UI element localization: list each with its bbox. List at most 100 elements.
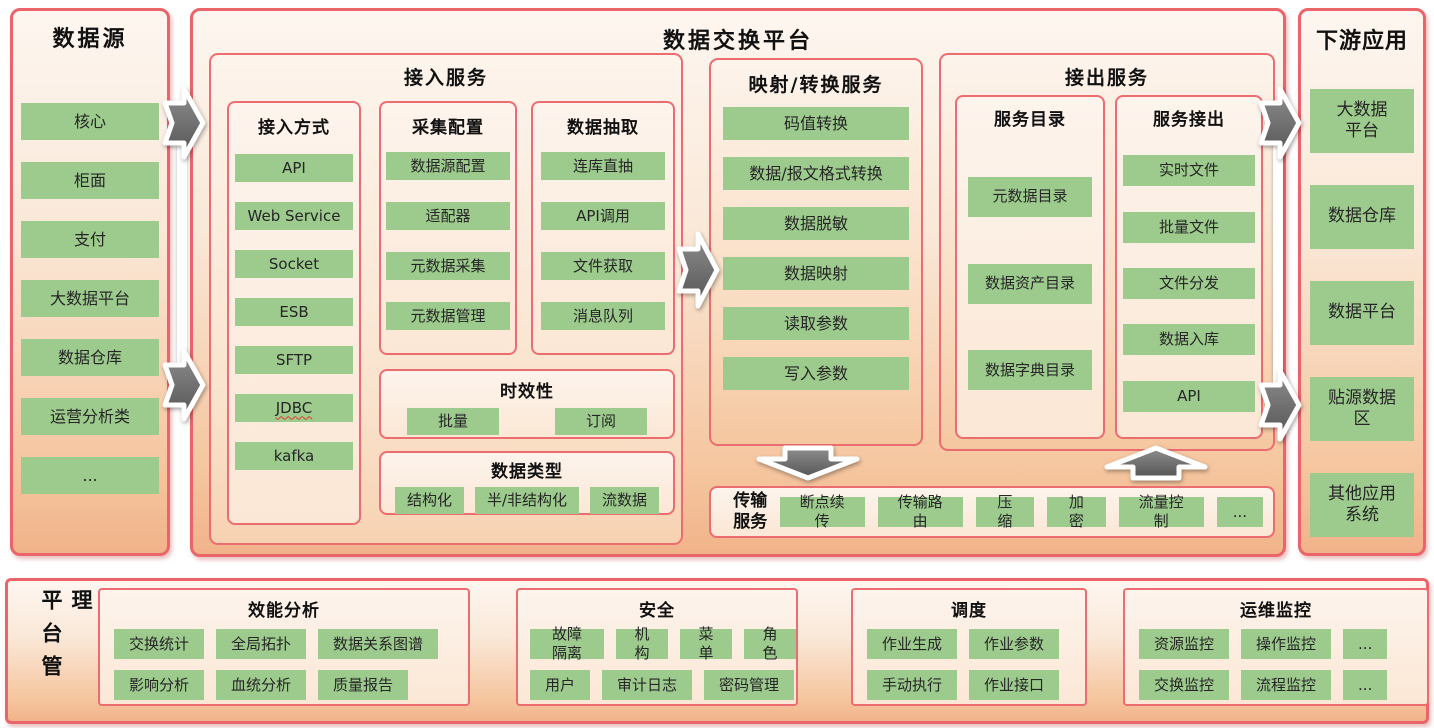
exchange-platform-panel: 数据交换平台 接入服务 接入方式 API Web Service Socket ESB… [190, 8, 1286, 557]
output-service-box: 接出服务 服务目录 元数据目录 数据资产目录 数据字典目录 服务接出 实时文件 批量文… [939, 53, 1275, 451]
service-catalog-list: 元数据目录 数据资产目录 数据字典目录 [957, 130, 1103, 437]
data-extract-box: 数据抽取 连库直抽 API调用 文件获取 消息队列 [531, 101, 675, 355]
efficiency-item: 数据关系图谱 [318, 629, 439, 659]
service-catalog-title: 服务目录 [994, 110, 1066, 130]
timeliness-box: 时效性 批量 订阅 [379, 369, 675, 439]
scheduling-row-1: 作业生成 作业参数 [867, 629, 1085, 659]
data-extract-list: 连库直抽 API调用 文件获取 消息队列 [533, 138, 673, 330]
transport-service-box: 传输 服务 断点续传 传输路由 压缩 加密 流量控制... [709, 486, 1275, 538]
efficiency-item: 影响分析 [114, 670, 205, 700]
security-row-2: 用户 审计日志 密码管理 [530, 670, 796, 700]
efficiency-item: 全局拓扑 [216, 629, 307, 659]
collect-config-title: 采集配置 [412, 118, 484, 138]
collect-config-item: 适配器 [386, 202, 510, 230]
downstream-title: 下游应用 [1315, 29, 1408, 54]
management-title: 平台管理 [39, 589, 93, 688]
transport-service-item: 加密 [1047, 493, 1106, 530]
mapping-service-list: 码值转换 数据/报文格式转换 数据脱敏 数据映射 读取参数 写入参数 [711, 97, 921, 390]
data-extract-item: 连库直抽 [541, 152, 665, 180]
service-catalog-item: 数据字典目录 [968, 350, 1092, 391]
timeliness-list: 批量 订阅 [381, 402, 673, 435]
ops-monitoring-item: ... [1343, 629, 1388, 659]
output-service-title: 接出服务 [1064, 67, 1149, 89]
collect-config-item: 数据源配置 [386, 152, 510, 180]
mapping-service-item: 数据/报文格式转换 [723, 157, 909, 190]
source-to-platform-arrow-top-icon [162, 86, 206, 160]
security-item: 机构 [616, 625, 668, 662]
ops-monitoring-item: 流程监控 [1241, 670, 1332, 700]
data-types-list: 结构化 半/非结构化 流数据 [381, 482, 673, 514]
service-out-title: 服务接出 [1153, 110, 1225, 130]
data-types-box: 数据类型 结构化 半/非结构化 流数据 [379, 451, 675, 515]
downstream-list: 大数据 平台 数据仓库 数据平台 贴源数据 区其他应用 系统 [1301, 55, 1423, 537]
data-source-list: 核心 柜面 支付 大数据平台 数据仓库 运营分析类... [13, 53, 167, 494]
management-panel: 平台管理 效能分析 交换统计 全局拓扑 数据关系图谱 影响分析 血统分析 质量报告 安全… [5, 578, 1429, 724]
collect-config-list: 数据源配置适配器元数据采集元数据管理 [381, 138, 515, 330]
access-method-item: SFTP [235, 346, 353, 374]
security-item: 用户 [530, 670, 591, 700]
efficiency-item: 质量报告 [318, 670, 409, 700]
data-source-item: 柜面 [21, 162, 159, 199]
access-methods-title: 接入方式 [258, 118, 330, 138]
data-source-item: ... [21, 457, 159, 494]
downstream-item: 数据平台 [1310, 281, 1414, 345]
data-source-item: 大数据平台 [21, 280, 159, 317]
ops-monitoring-item: 资源监控 [1139, 629, 1230, 659]
data-source-panel: 数据源 核心 柜面 支付 大数据平台 数据仓库 运营分析类... [10, 8, 170, 556]
transport-service-item: 断点续传 [779, 493, 865, 530]
data-type-item: 结构化 [394, 487, 464, 514]
ops-monitoring-item: 操作监控 [1241, 629, 1332, 659]
data-extract-item: 消息队列 [541, 302, 665, 330]
access-service-box: 接入服务 接入方式 API Web Service Socket ESB SFTP JDB… [209, 53, 683, 545]
service-out-item: 批量文件 [1123, 211, 1255, 243]
security-item: 菜单 [680, 625, 732, 662]
ops-monitoring-row-2: 交换监控 流程监控... [1139, 670, 1427, 700]
data-type-item: 半/非结构化 [474, 487, 580, 514]
mapping-service-title: 映射/转换服务 [748, 74, 884, 96]
service-out-box: 服务接出 实时文件 批量文件 文件分发 数据入库 API [1115, 95, 1263, 439]
efficiency-analysis-box: 效能分析 交换统计 全局拓扑 数据关系图谱 影响分析 血统分析 质量报告 [98, 588, 470, 706]
ops-monitoring-row-1: 资源监控 操作监控... [1139, 629, 1427, 659]
data-source-item: 支付 [21, 221, 159, 258]
mapping-to-transport-down-arrow-icon [756, 445, 860, 481]
collect-config-item: 元数据采集 [386, 252, 510, 280]
access-method-item: Web Service [235, 202, 353, 230]
service-catalog-item: 数据资产目录 [968, 263, 1092, 304]
security-item: 审计日志 [602, 670, 693, 700]
security-item: 故障隔离 [530, 625, 604, 662]
ops-monitoring-item: 交换监控 [1139, 670, 1230, 700]
transport-service-title: 传输 服务 [733, 490, 768, 532]
exchange-platform-title: 数据交换平台 [662, 29, 813, 54]
security-item: 密码管理 [704, 670, 795, 700]
downstream-item: 数据仓库 [1310, 185, 1414, 249]
collect-config-item: 元数据管理 [386, 302, 510, 330]
data-type-item: 流数据 [590, 487, 660, 514]
security-item: 角色 [744, 625, 796, 662]
data-types-title: 数据类型 [491, 462, 563, 482]
access-method-item: ESB [235, 298, 353, 326]
mapping-service-item: 码值转换 [723, 107, 909, 140]
efficiency-row-1: 交换统计 全局拓扑 数据关系图谱 [114, 629, 468, 659]
transport-service-item: 流量控制 [1118, 493, 1204, 530]
security-box: 安全 故障隔离 机构 菜单 角色 用户 审计日志 密码管理 [516, 588, 798, 706]
access-to-mapping-arrow-icon [676, 231, 720, 309]
mapping-service-box: 映射/转换服务 码值转换 数据/报文格式转换 数据脱敏 数据映射 读取参数 写入参数 [709, 58, 923, 446]
service-out-item: API [1123, 380, 1255, 412]
left-connector-band [177, 118, 187, 390]
mapping-service-item: 数据映射 [723, 257, 909, 290]
data-extract-title: 数据抽取 [567, 118, 639, 138]
mapping-service-item: 写入参数 [723, 357, 909, 390]
security-title: 安全 [639, 601, 675, 621]
data-source-item: 核心 [21, 103, 159, 140]
data-source-item: 运营分析类 [21, 398, 159, 435]
access-method-item: Socket [235, 250, 353, 278]
scheduling-title: 调度 [951, 601, 987, 621]
transport-service-list: 断点续传 传输路由 压缩 加密 流量控制... [779, 493, 1263, 530]
platform-to-downstream-arrow-top-icon [1258, 86, 1302, 160]
service-out-item: 数据入库 [1123, 324, 1255, 356]
efficiency-analysis-title: 效能分析 [248, 601, 320, 621]
access-method-item: kafka [235, 442, 353, 470]
efficiency-item: 交换统计 [114, 629, 205, 659]
transport-service-item: ... [1216, 497, 1263, 527]
